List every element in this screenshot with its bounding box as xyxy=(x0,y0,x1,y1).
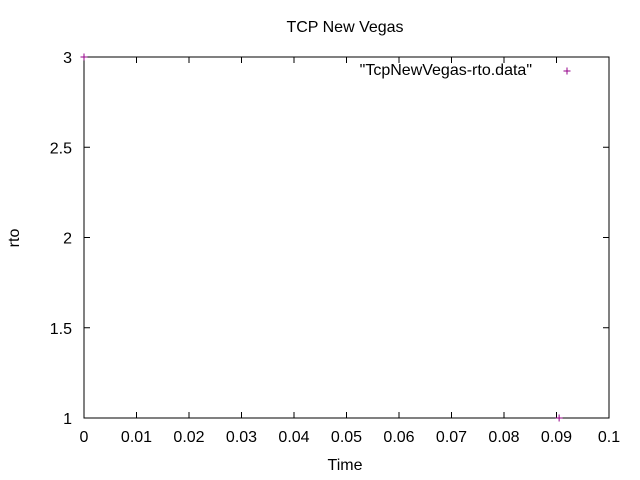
x-tick-label: 0.08 xyxy=(488,429,519,446)
tick-labels: 0 0.01 0.02 0.03 0.04 0.05 0.06 0.07 0.08 0.09 0.1… xyxy=(50,50,620,446)
y-tick-label: 2 xyxy=(63,231,72,248)
x-tick-label: 0.1 xyxy=(598,429,620,446)
data-point xyxy=(555,414,563,422)
x-tick-label: 0.02 xyxy=(173,429,204,446)
y-tick-label: 2.5 xyxy=(50,140,72,157)
x-tick-label: 0.07 xyxy=(436,429,467,446)
x-axis-label: Time xyxy=(328,457,363,474)
legend-marker-plus xyxy=(563,67,571,75)
plot-frame xyxy=(83,56,610,419)
legend-marker xyxy=(563,67,571,75)
y-tick-label: 3 xyxy=(63,50,72,67)
x-tick-label: 0.09 xyxy=(541,429,572,446)
x-tick-label: 0.06 xyxy=(383,429,414,446)
chart-title: TCP New Vegas xyxy=(286,19,403,36)
y-axis-label: rto xyxy=(6,229,23,248)
x-tick-label: 0.05 xyxy=(331,429,362,446)
x-tick-label: 0 xyxy=(80,429,89,446)
tick-marks xyxy=(84,57,609,418)
legend-label: "TcpNewVegas-rto.data" xyxy=(360,62,532,79)
x-tick-label: 0.04 xyxy=(278,429,309,446)
data-points xyxy=(80,53,563,422)
y-tick-label: 1 xyxy=(63,411,72,428)
y-tick-label: 1.5 xyxy=(50,321,72,338)
x-tick-label: 0.03 xyxy=(226,429,257,446)
x-tick-label: 0.01 xyxy=(121,429,152,446)
data-point xyxy=(80,53,88,61)
